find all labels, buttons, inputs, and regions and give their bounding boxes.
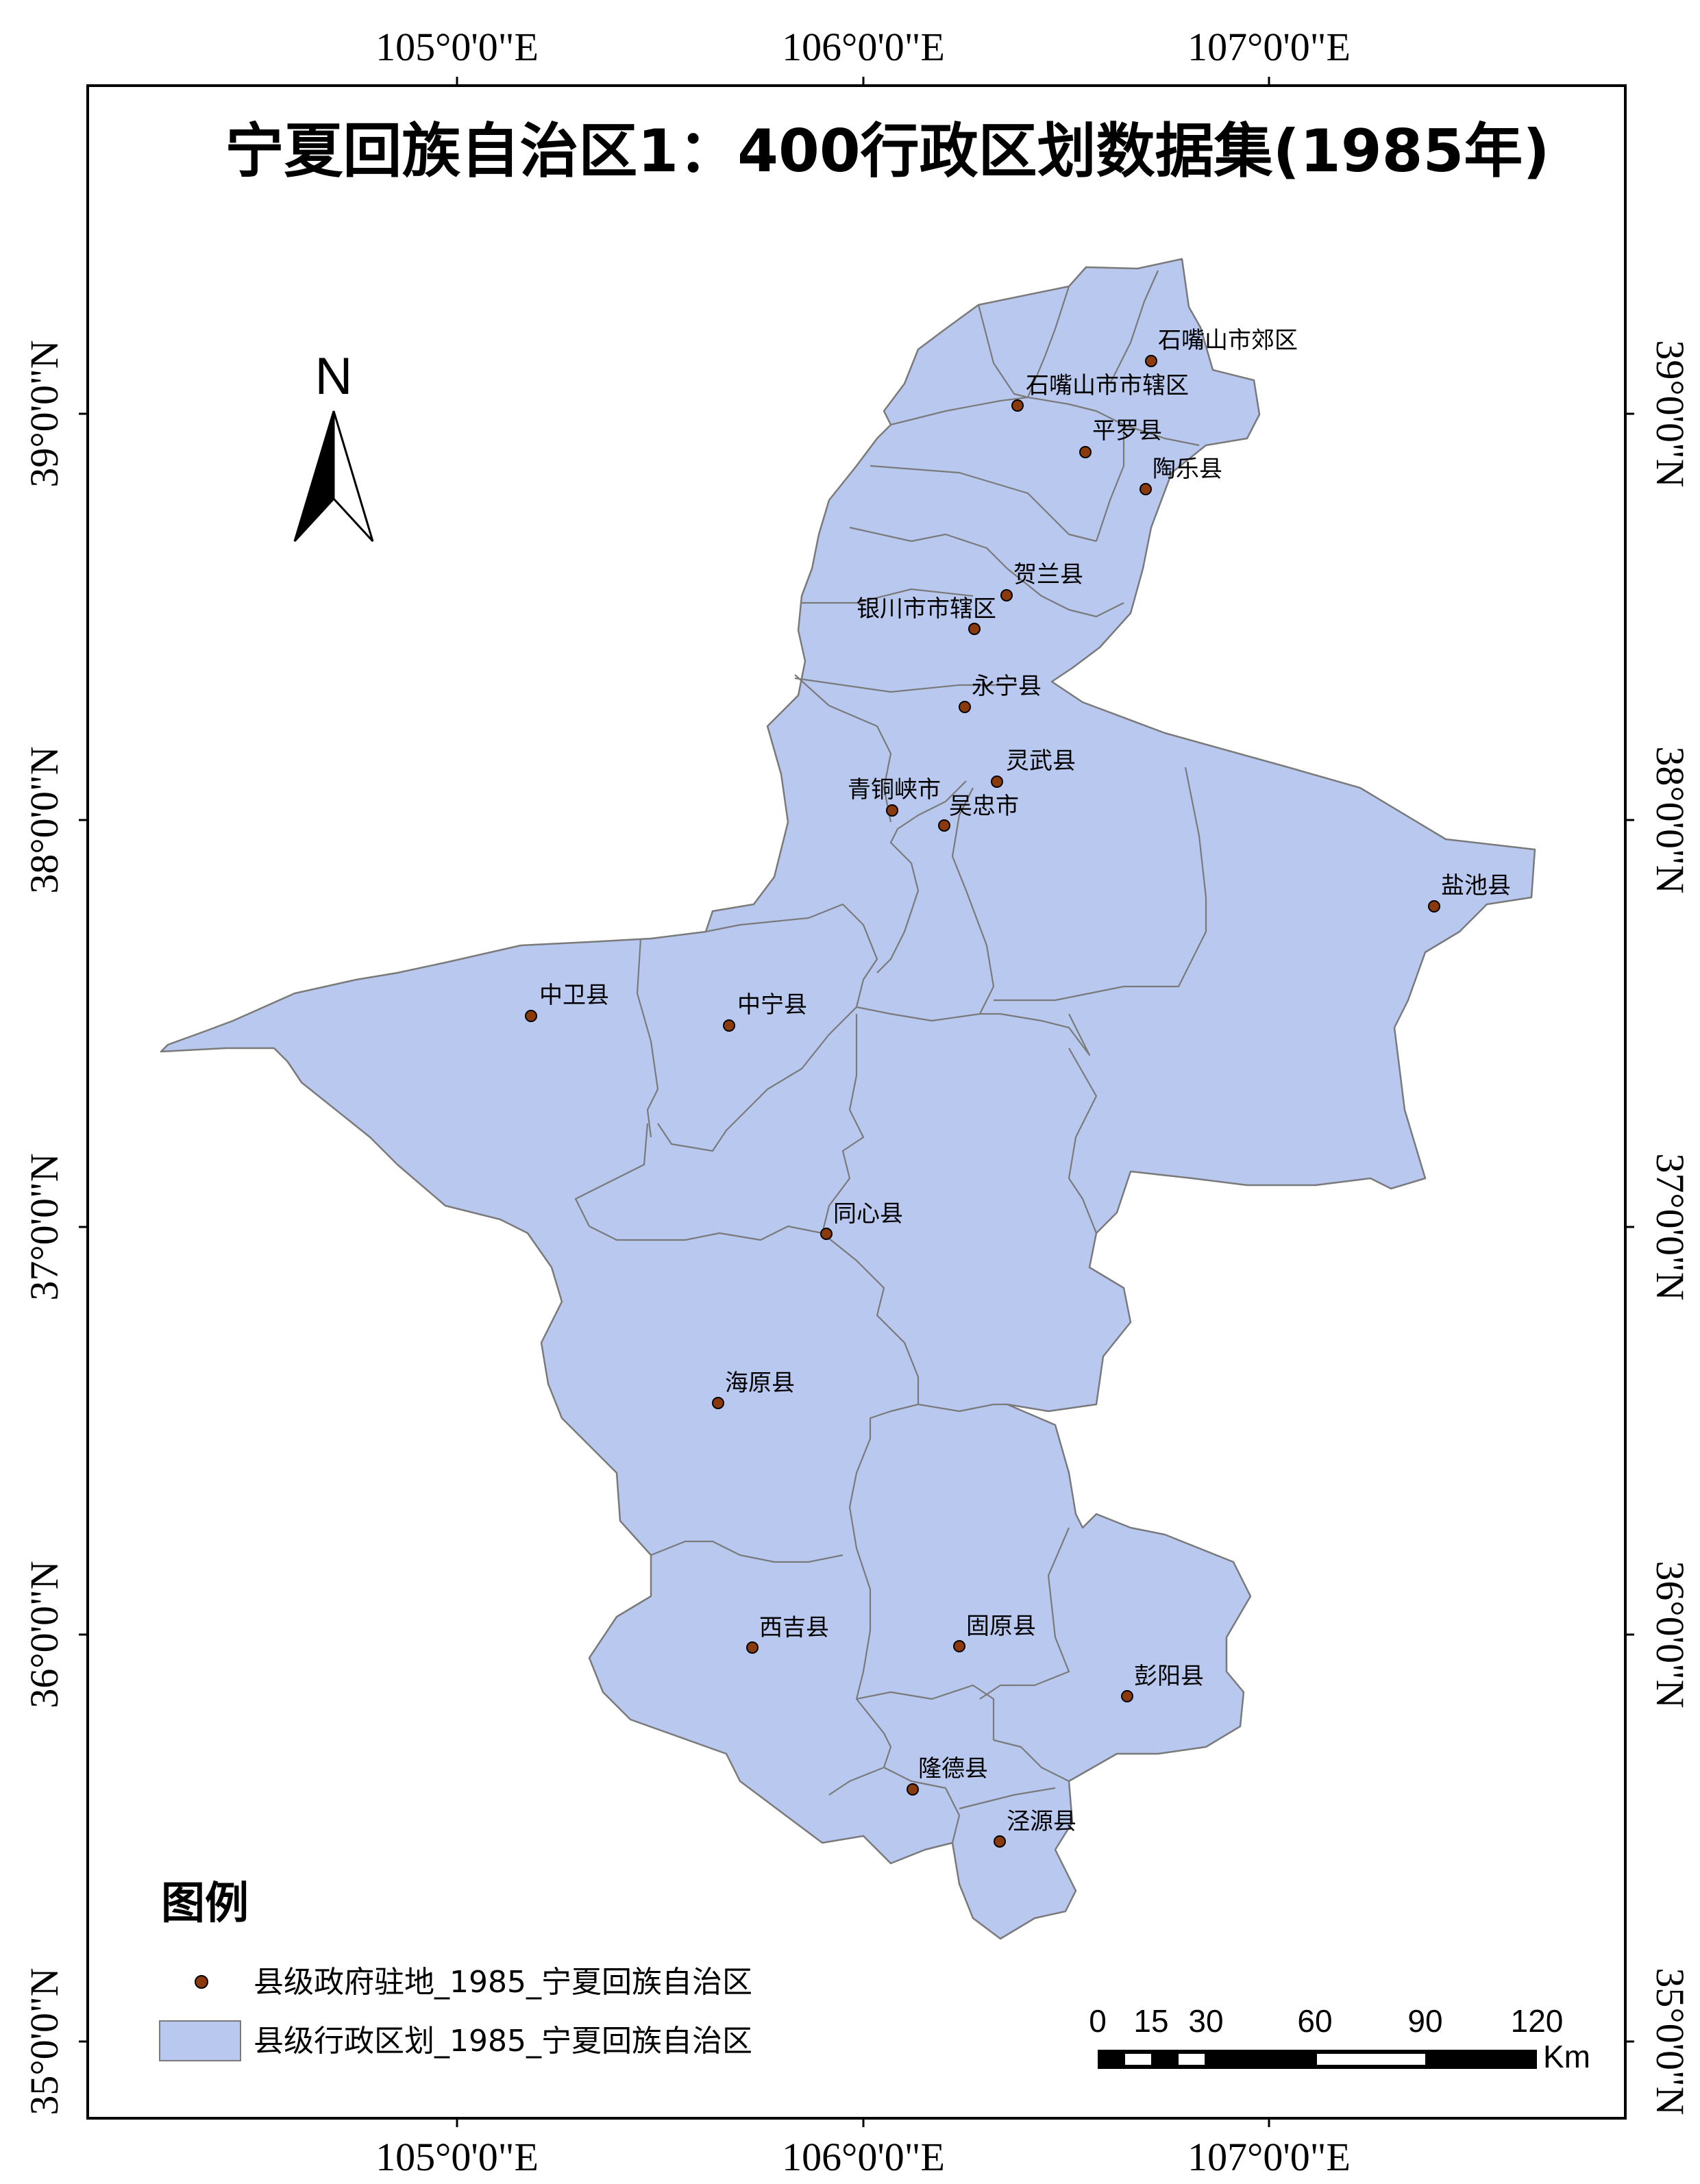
scale-tick-label: 120 — [1511, 2003, 1564, 2039]
scale-tick-label: 30 — [1188, 2003, 1223, 2039]
seat-marker-icon — [991, 775, 1003, 788]
county-seat[interactable]: 青铜峡市 — [848, 776, 941, 817]
seat-marker-icon — [994, 1835, 1006, 1848]
county-label: 石嘴山市郊区 — [1158, 327, 1298, 354]
county-label: 同心县 — [833, 1200, 903, 1228]
scale-tick-label: 60 — [1297, 2003, 1332, 2039]
county-label: 固原县 — [966, 1613, 1036, 1640]
lon-label-top-106: 106°0'0"E — [782, 25, 945, 69]
county-seat[interactable]: 西吉县 — [746, 1614, 829, 1654]
county-label: 海原县 — [725, 1369, 795, 1397]
county-label: 青铜峡市 — [848, 776, 941, 804]
seat-marker-icon — [953, 1640, 965, 1652]
county-seat[interactable]: 中宁县 — [723, 991, 807, 1032]
county-label: 西吉县 — [759, 1614, 829, 1641]
scale-tick-label: 90 — [1407, 2003, 1442, 2039]
lat-label-left-38: 38°0'0"N — [22, 746, 66, 893]
seat-marker-icon — [907, 1783, 919, 1796]
county-label: 银川市市辖区 — [857, 595, 996, 623]
seat-marker-icon — [712, 1397, 724, 1409]
legend-label-polygons: 县级行政区划_1985_宁夏回族自治区 — [254, 2024, 752, 2059]
county-label: 永宁县 — [972, 673, 1042, 700]
north-arrow-icon: N — [293, 347, 374, 543]
county-seat[interactable]: 海原县 — [712, 1369, 795, 1409]
county-label: 隆德县 — [918, 1755, 988, 1783]
graticule-ticks — [79, 77, 1634, 2127]
county-label: 贺兰县 — [1013, 561, 1083, 588]
seat-marker-icon — [820, 1228, 833, 1240]
county-seat[interactable]: 平罗县 — [1079, 417, 1162, 458]
north-label: N — [315, 347, 353, 406]
county-seat[interactable]: 固原县 — [953, 1613, 1036, 1652]
seat-marker-icon — [1000, 589, 1013, 601]
county-seat[interactable]: 石嘴山市市辖区 — [1011, 372, 1189, 412]
county-seat[interactable]: 永宁县 — [959, 673, 1042, 713]
county-label: 石嘴山市市辖区 — [1026, 372, 1189, 399]
county-seat[interactable]: 吴忠市 — [938, 793, 1019, 832]
seat-marker-icon — [1145, 355, 1157, 367]
lon-label-top-105: 105°0'0"E — [375, 25, 539, 69]
lon-label-top-107: 107°0'0"E — [1187, 25, 1351, 69]
lat-label-left-39: 39°0'0"N — [22, 340, 66, 487]
county-seat[interactable]: 贺兰县 — [1000, 561, 1083, 601]
scale-tick-label: 15 — [1133, 2003, 1168, 2039]
county-seat[interactable]: 陶乐县 — [1140, 456, 1222, 495]
ningxia-region — [160, 258, 1536, 1940]
county-label: 陶乐县 — [1153, 456, 1222, 483]
seat-marker-icon — [723, 1019, 735, 1032]
county-seat[interactable]: 银川市市辖区 — [857, 595, 996, 635]
seat-marker-icon — [746, 1641, 759, 1654]
county-seat[interactable]: 中卫县 — [525, 982, 609, 1022]
lon-label-bottom-107: 107°0'0"E — [1187, 2135, 1351, 2179]
county-seat[interactable]: 彭阳县 — [1121, 1663, 1204, 1702]
county-label: 彭阳县 — [1134, 1663, 1204, 1690]
legend-point-icon — [195, 1975, 208, 1989]
lat-label-left-37: 37°0'0"N — [22, 1153, 66, 1300]
seat-marker-icon — [1140, 483, 1152, 495]
scale-bar: 0 15 30 60 90 120 Km — [1089, 2003, 1590, 2074]
scale-unit: Km — [1543, 2039, 1590, 2074]
county-seat[interactable]: 石嘴山市郊区 — [1145, 327, 1298, 367]
lat-label-right-38: 38°0'0"N — [1648, 746, 1692, 893]
seat-marker-icon — [525, 1010, 537, 1022]
lat-label-right-39: 39°0'0"N — [1648, 340, 1692, 487]
scale-tick-label: 0 — [1089, 2003, 1107, 2039]
seat-marker-icon — [1079, 446, 1092, 458]
seat-marker-icon — [1011, 399, 1024, 412]
county-label: 泾源县 — [1007, 1808, 1076, 1835]
seat-marker-icon — [1121, 1690, 1133, 1702]
legend-polygon-icon — [159, 2020, 241, 2061]
county-seat[interactable]: 隆德县 — [907, 1755, 988, 1796]
county-seat[interactable]: 泾源县 — [994, 1808, 1076, 1848]
seat-marker-icon — [938, 819, 950, 832]
county-label: 吴忠市 — [949, 793, 1019, 820]
legend: 图例 县级政府驻地_1985_宁夏回族自治区 县级行政区划_1985_宁夏回族自… — [159, 1878, 752, 2061]
map-frame — [86, 84, 1627, 2120]
county-label: 中卫县 — [539, 982, 609, 1009]
lat-label-right-35: 35°0'0"N — [1648, 1968, 1692, 2115]
county-seat[interactable]: 盐池县 — [1428, 872, 1511, 913]
county-seat-layer: 石嘴山市郊区 石嘴山市市辖区 平罗县 陶乐县 贺兰县 银川市市辖区 永宁县 灵武… — [525, 327, 1511, 1848]
lat-label-right-36: 36°0'0"N — [1648, 1561, 1692, 1708]
seat-marker-icon — [968, 623, 981, 635]
seat-marker-icon — [1428, 900, 1440, 913]
legend-label-points: 县级政府驻地_1985_宁夏回族自治区 — [254, 1965, 752, 2000]
county-label: 中宁县 — [737, 991, 807, 1019]
map-title: 宁夏回族自治区1：400行政区划数据集(1985年) — [225, 117, 1549, 186]
lat-label-left-35: 35°0'0"N — [22, 1968, 66, 2115]
lon-label-bottom-105: 105°0'0"E — [375, 2135, 539, 2179]
lat-label-right-37: 37°0'0"N — [1648, 1153, 1692, 1300]
seat-marker-icon — [959, 701, 971, 713]
seat-marker-icon — [886, 804, 898, 817]
lon-label-bottom-106: 106°0'0"E — [782, 2135, 945, 2179]
county-label: 盐池县 — [1441, 872, 1511, 899]
county-seat[interactable]: 灵武县 — [991, 747, 1076, 788]
county-boundaries — [574, 270, 1207, 1844]
lat-label-left-36: 36°0'0"N — [22, 1561, 66, 1708]
legend-title: 图例 — [161, 1878, 249, 1929]
county-seat[interactable]: 同心县 — [820, 1200, 903, 1240]
county-label: 平罗县 — [1092, 417, 1162, 445]
county-label: 灵武县 — [1006, 747, 1076, 775]
